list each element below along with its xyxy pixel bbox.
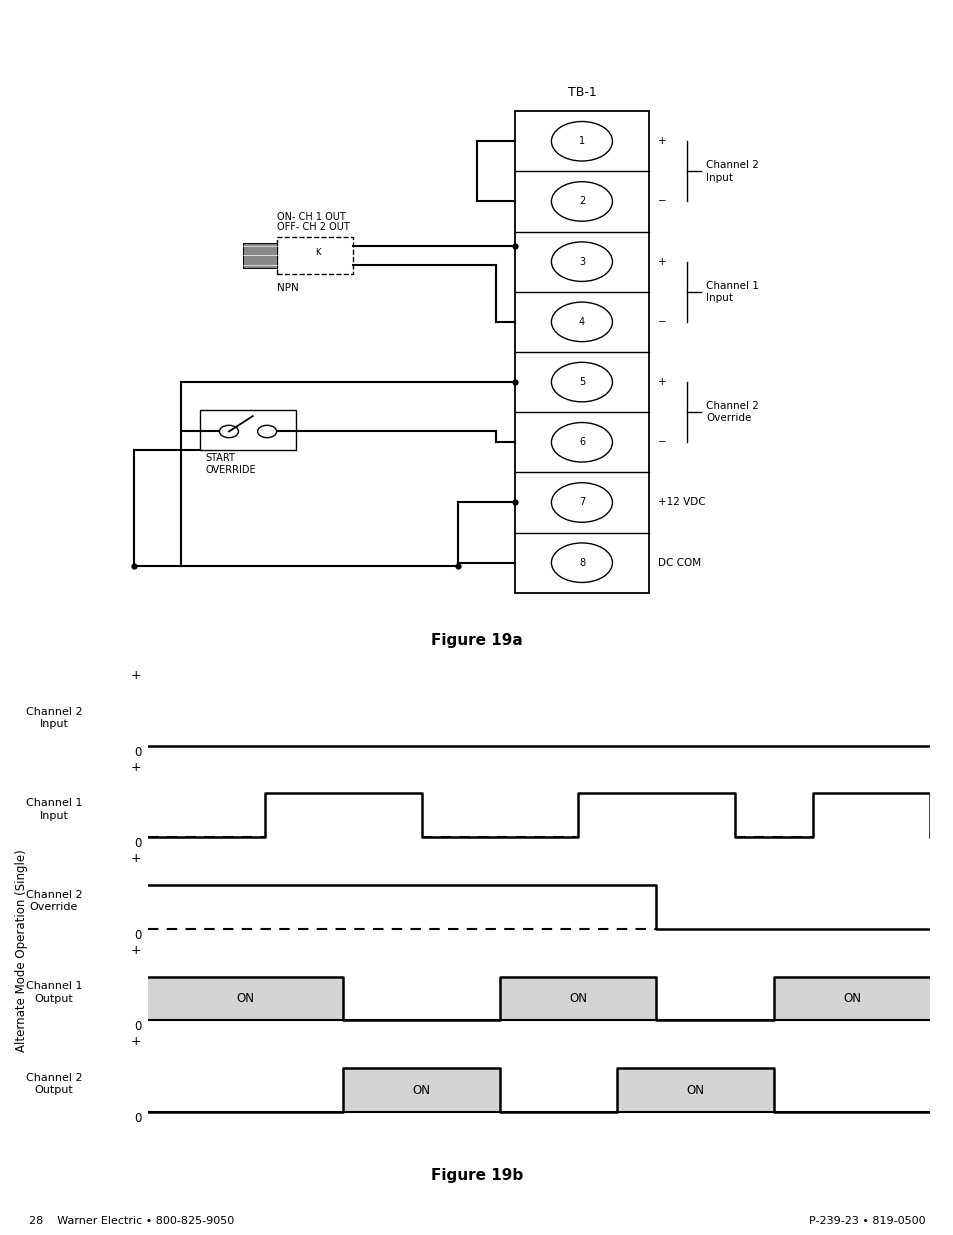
Text: +: + xyxy=(658,257,666,267)
Text: +: + xyxy=(658,136,666,146)
Text: 5: 5 xyxy=(578,377,584,387)
Text: Channel 2
Override: Channel 2 Override xyxy=(26,889,82,913)
Circle shape xyxy=(219,425,238,437)
Text: ON- CH 1 OUT: ON- CH 1 OUT xyxy=(276,211,345,221)
Text: +12 VDC: +12 VDC xyxy=(658,498,705,508)
Text: Channel 1
Input: Channel 1 Input xyxy=(26,798,82,820)
Bar xyxy=(515,111,648,593)
Circle shape xyxy=(257,425,276,437)
Text: P-239-23 • 819-0500: P-239-23 • 819-0500 xyxy=(808,1216,924,1226)
Circle shape xyxy=(551,362,612,401)
Text: +: + xyxy=(131,669,141,682)
Text: Channel 2
Input: Channel 2 Input xyxy=(26,706,82,729)
Text: ON: ON xyxy=(569,992,586,1005)
Text: 0: 0 xyxy=(134,837,141,851)
Text: 0: 0 xyxy=(134,746,141,758)
Text: 0: 0 xyxy=(134,1020,141,1034)
Text: −: − xyxy=(658,196,666,206)
Bar xyxy=(148,977,343,1020)
Text: TB-1: TB-1 xyxy=(567,85,596,99)
Circle shape xyxy=(551,121,612,161)
Bar xyxy=(276,237,353,274)
Text: Figure 19b: Figure 19b xyxy=(431,1168,522,1183)
Text: K: K xyxy=(314,248,320,257)
Text: ON: ON xyxy=(236,992,254,1005)
Text: 2: 2 xyxy=(578,196,584,206)
Text: Alternate Mode Operation (Single): Alternate Mode Operation (Single) xyxy=(15,850,28,1052)
Text: DC COM: DC COM xyxy=(658,558,700,568)
Text: 7: 7 xyxy=(578,498,584,508)
Text: 6: 6 xyxy=(578,437,584,447)
Text: OFF- CH 2 OUT: OFF- CH 2 OUT xyxy=(276,222,349,232)
Text: Channel 1
Output: Channel 1 Output xyxy=(26,982,82,1004)
Text: 4: 4 xyxy=(578,317,584,327)
Text: 3: 3 xyxy=(578,257,584,267)
Text: 0: 0 xyxy=(134,1112,141,1125)
Text: START
OVERRIDE: START OVERRIDE xyxy=(205,453,255,474)
Circle shape xyxy=(551,303,612,342)
Text: Channel 2
Input: Channel 2 Input xyxy=(705,161,758,183)
Circle shape xyxy=(551,543,612,583)
Bar xyxy=(499,977,656,1020)
Circle shape xyxy=(551,242,612,282)
Bar xyxy=(343,1068,499,1112)
Text: Channel 2
Override: Channel 2 Override xyxy=(705,401,758,424)
Text: +: + xyxy=(131,852,141,866)
Text: 1: 1 xyxy=(578,136,584,146)
Circle shape xyxy=(551,422,612,462)
Text: +: + xyxy=(658,377,666,387)
Text: Channel 2
Output: Channel 2 Output xyxy=(26,1073,82,1095)
Text: −: − xyxy=(658,317,666,327)
Bar xyxy=(200,410,295,450)
Circle shape xyxy=(551,182,612,221)
Text: +: + xyxy=(131,761,141,773)
Bar xyxy=(773,977,929,1020)
Bar xyxy=(243,243,276,268)
Bar xyxy=(617,1068,773,1112)
Text: 28    Warner Electric • 800-825-9050: 28 Warner Electric • 800-825-9050 xyxy=(29,1216,233,1226)
Text: Channel 1
Input: Channel 1 Input xyxy=(705,280,758,303)
Text: NPN: NPN xyxy=(276,283,298,293)
Text: Figure 19a: Figure 19a xyxy=(431,634,522,648)
Text: ON: ON xyxy=(842,992,860,1005)
Text: +: + xyxy=(131,944,141,957)
Text: +: + xyxy=(131,1035,141,1049)
Text: ON: ON xyxy=(413,1083,430,1097)
Text: −: − xyxy=(658,437,666,447)
Text: 8: 8 xyxy=(578,558,584,568)
Text: ON: ON xyxy=(686,1083,703,1097)
Circle shape xyxy=(551,483,612,522)
Text: 0: 0 xyxy=(134,929,141,942)
